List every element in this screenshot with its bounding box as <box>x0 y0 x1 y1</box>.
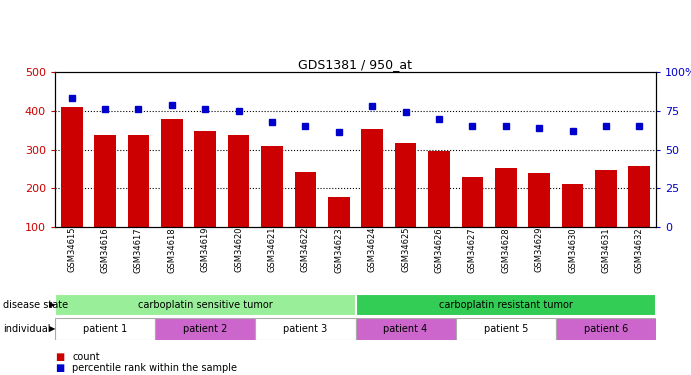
Text: GSM34618: GSM34618 <box>167 227 176 273</box>
Text: GSM34616: GSM34616 <box>101 227 110 273</box>
Text: ▶: ▶ <box>49 324 55 333</box>
Text: GSM34631: GSM34631 <box>601 227 610 273</box>
Bar <box>328 197 350 266</box>
Bar <box>495 168 517 266</box>
Text: patient 2: patient 2 <box>183 324 227 334</box>
Text: GSM34629: GSM34629 <box>535 227 544 273</box>
Text: patient 4: patient 4 <box>384 324 428 334</box>
Bar <box>155 318 256 340</box>
Text: GSM34624: GSM34624 <box>368 227 377 273</box>
Text: patient 6: patient 6 <box>584 324 628 334</box>
Text: GSM34623: GSM34623 <box>334 227 343 273</box>
Bar <box>562 184 583 266</box>
Text: GSM34628: GSM34628 <box>501 227 510 273</box>
Text: disease state: disease state <box>3 300 68 310</box>
Text: carboplatin resistant tumor: carboplatin resistant tumor <box>439 300 573 310</box>
Text: GSM34630: GSM34630 <box>568 227 577 273</box>
Bar <box>161 118 182 266</box>
Text: carboplatin sensitive tumor: carboplatin sensitive tumor <box>138 300 273 310</box>
Text: GSM34625: GSM34625 <box>401 227 410 273</box>
Text: GSM34621: GSM34621 <box>267 227 276 273</box>
Bar <box>194 131 216 266</box>
Text: GSM34619: GSM34619 <box>201 227 210 273</box>
Bar <box>395 142 417 266</box>
Text: GSM34627: GSM34627 <box>468 227 477 273</box>
Text: patient 5: patient 5 <box>484 324 528 334</box>
Text: GSM34617: GSM34617 <box>134 227 143 273</box>
Text: GSM34632: GSM34632 <box>635 227 644 273</box>
Bar <box>462 177 483 266</box>
Bar <box>94 135 116 266</box>
Text: percentile rank within the sample: percentile rank within the sample <box>73 363 237 373</box>
Text: ▶: ▶ <box>49 300 55 309</box>
Text: GSM34615: GSM34615 <box>67 227 76 273</box>
Text: patient 3: patient 3 <box>283 324 328 334</box>
Text: individual: individual <box>3 324 51 334</box>
Text: count: count <box>73 352 100 362</box>
Text: ■: ■ <box>55 352 64 362</box>
Bar <box>261 146 283 266</box>
Bar <box>556 318 656 340</box>
Title: GDS1381 / 950_at: GDS1381 / 950_at <box>299 58 413 71</box>
Text: patient 1: patient 1 <box>83 324 127 334</box>
Bar <box>228 135 249 266</box>
Bar <box>294 172 316 266</box>
Bar <box>55 294 355 316</box>
Bar <box>628 166 650 266</box>
Bar <box>595 170 617 266</box>
Bar <box>61 107 82 266</box>
Text: GSM34620: GSM34620 <box>234 227 243 273</box>
Text: GSM34626: GSM34626 <box>435 227 444 273</box>
Text: ■: ■ <box>55 363 64 373</box>
Bar <box>361 129 383 266</box>
Bar <box>55 318 155 340</box>
Bar <box>455 318 556 340</box>
Bar <box>428 152 450 266</box>
Bar <box>355 294 656 316</box>
Bar <box>529 173 550 266</box>
Text: GSM34622: GSM34622 <box>301 227 310 273</box>
Bar <box>355 318 455 340</box>
Bar <box>256 318 355 340</box>
Bar <box>128 135 149 266</box>
